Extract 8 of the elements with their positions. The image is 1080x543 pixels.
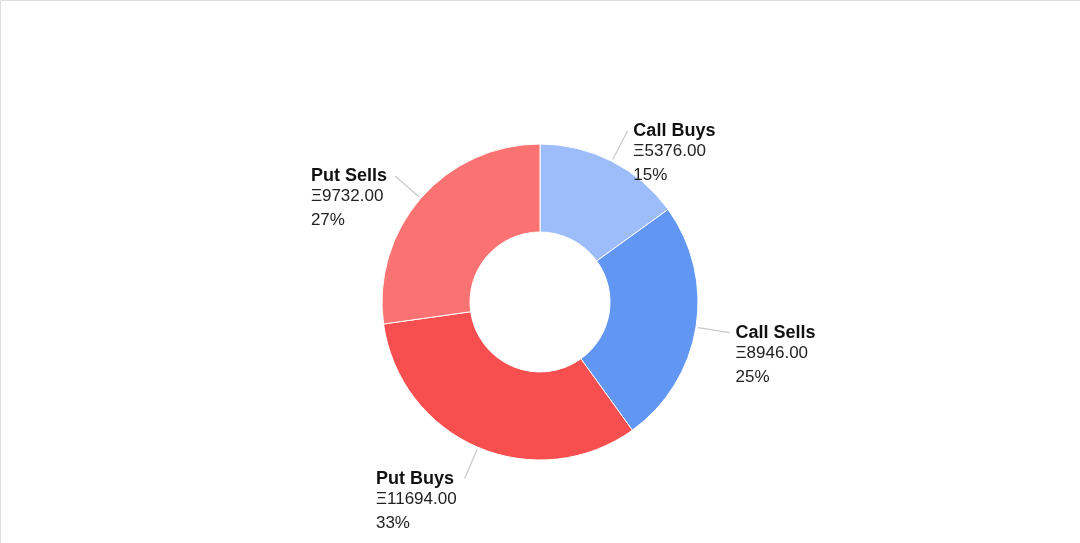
data-label: Ξ11694.00 33% xyxy=(375,488,457,532)
data-label: Ξ9732.00 27% xyxy=(310,186,384,230)
slice-label: Put Sells xyxy=(310,165,387,186)
slice-label: Call Sells xyxy=(735,321,816,342)
data-label: Ξ8946.00 25% xyxy=(735,342,809,386)
slice-label: Put Buys xyxy=(375,467,454,488)
slice-label: Call Buys xyxy=(633,120,716,141)
data-label: Ξ5376.00 15% xyxy=(633,141,706,185)
